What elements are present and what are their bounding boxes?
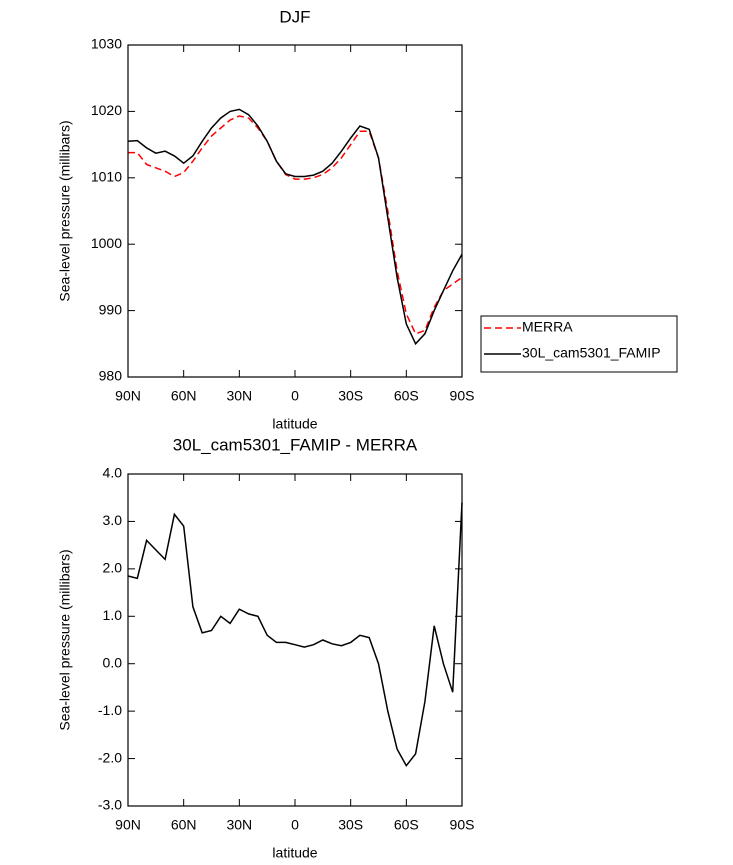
x-tick-label: 30S (338, 388, 363, 404)
legend-box (480, 315, 678, 373)
y-tick-label: 3.0 (103, 512, 123, 528)
data-line (128, 115, 463, 335)
legend-label: MERRA (522, 319, 573, 335)
data-line (127, 502, 463, 768)
y-tick-label: 990 (99, 301, 123, 317)
x-tick-label: 60S (394, 817, 419, 833)
y-tick-label: -1.0 (98, 702, 122, 718)
chart-title: DJF (279, 7, 310, 26)
y-tick-label: 1030 (91, 36, 122, 52)
y-axis-label: Sea-level pressure (millibars) (57, 549, 73, 730)
x-tick-label: 90N (115, 817, 141, 833)
x-tick-label: 30S (338, 817, 363, 833)
x-tick-label: 90N (115, 388, 141, 404)
y-tick-label: 2.0 (103, 560, 123, 576)
x-tick-label: 0 (291, 817, 299, 833)
x-tick-label: 30N (226, 388, 252, 404)
y-tick-label: 1010 (91, 169, 122, 185)
y-tick-label: 0.0 (103, 654, 123, 670)
y-tick-label: 1.0 (103, 607, 123, 623)
x-tick-label: 60S (394, 388, 419, 404)
y-tick-label: 1020 (91, 102, 122, 118)
x-axis-label: latitude (272, 845, 317, 861)
x-axis-label: latitude (272, 416, 317, 432)
y-axis-label: Sea-level pressure (millibars) (57, 120, 73, 301)
x-tick-label: 0 (291, 388, 299, 404)
data-line (127, 108, 463, 346)
x-tick-label: 30N (226, 817, 252, 833)
x-tick-label: 60N (171, 817, 197, 833)
y-tick-label: 1000 (91, 235, 122, 251)
legend-label: 30L_cam5301_FAMIP (522, 345, 661, 361)
x-tick-label: 90S (450, 817, 475, 833)
y-tick-label: -3.0 (98, 797, 122, 813)
y-tick-label: 980 (99, 368, 123, 384)
plot-frame (127, 473, 463, 807)
y-tick-label: 4.0 (103, 465, 123, 481)
y-tick-label: -2.0 (98, 749, 122, 765)
x-tick-label: 60N (171, 388, 197, 404)
chart-title: 30L_cam5301_FAMIP - MERRA (173, 435, 418, 454)
plot-frame (127, 44, 463, 378)
x-tick-label: 90S (450, 388, 475, 404)
